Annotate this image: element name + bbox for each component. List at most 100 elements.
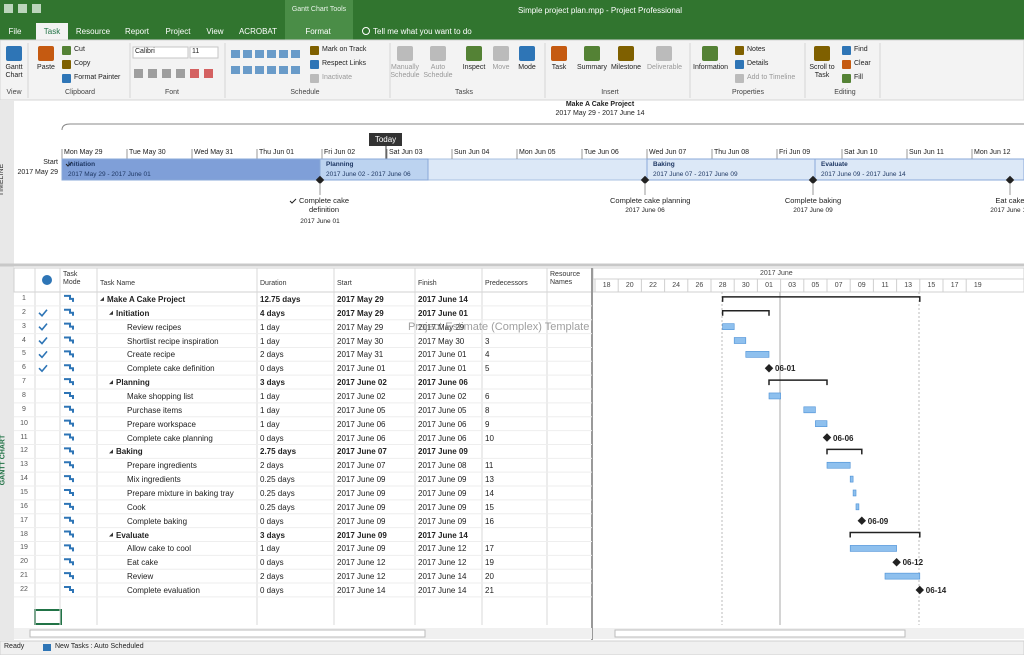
ribbon-button[interactable]: Scroll to Task (809, 64, 835, 80)
outline-toggle (109, 449, 113, 454)
ribbon-tab[interactable]: Task (43, 27, 61, 36)
ribbon-tab[interactable]: Resource (75, 27, 111, 36)
font-dropdown[interactable]: Calibri (135, 48, 155, 55)
column-header[interactable]: Task Mode (63, 271, 81, 287)
task-name[interactable]: Purchase items (127, 405, 183, 415)
task-name[interactable]: Cook (127, 502, 146, 512)
task-name[interactable]: Prepare mixture in baking tray (127, 489, 234, 499)
column-header[interactable]: Finish (418, 280, 437, 287)
task-name[interactable]: Evaluate (116, 530, 149, 540)
column-header[interactable]: Task Name (100, 280, 136, 287)
ribbon-button[interactable]: Auto Schedule (423, 64, 453, 80)
milestone (857, 516, 867, 525)
status-bar (0, 640, 1024, 655)
ribbon-button[interactable]: Respect Links (322, 60, 366, 67)
ribbon-tab[interactable]: Report (124, 27, 149, 36)
task-finish: 2017 June 06 (418, 419, 467, 429)
outline-toggle (109, 380, 113, 385)
task-name[interactable]: Shortlist recipe inspiration (127, 336, 219, 346)
task-name[interactable]: Complete cake planning (127, 433, 213, 443)
schedule-icon (291, 66, 300, 74)
task-name[interactable]: Review recipes (127, 322, 182, 332)
ribbon-tab[interactable]: Project (165, 27, 191, 36)
task-name[interactable]: Planning (116, 378, 150, 388)
schedule-icon (255, 66, 264, 74)
task-name[interactable]: Complete cake definition (127, 364, 215, 374)
gantt-chart-label: GANTT CHART (0, 434, 7, 486)
ribbon-button[interactable]: Mode (518, 64, 536, 71)
column-header[interactable]: Predecessors (485, 280, 528, 287)
ribbon-button[interactable]: Cut (74, 46, 85, 53)
row-id: 19 (20, 544, 28, 552)
task-name[interactable]: Complete evaluation (127, 586, 200, 596)
task-bar (884, 572, 921, 580)
task-start: 2017 June 02 (337, 378, 387, 388)
milestone-label: 06-09 (867, 516, 889, 526)
column-header[interactable]: Resource Names (550, 271, 580, 287)
ribbon-button[interactable]: Gantt Chart (5, 64, 23, 80)
task-duration: 0.25 days (260, 475, 295, 485)
ribbon-button[interactable]: Manually Schedule (390, 64, 420, 80)
ribbon-button[interactable]: Information (693, 64, 729, 71)
task-predecessors: 9 (485, 419, 490, 429)
ribbon-button[interactable]: Move (492, 64, 510, 71)
ribbon-tab[interactable]: View (206, 27, 224, 36)
task-name[interactable]: Review (127, 572, 154, 582)
tell-me-box[interactable]: Tell me what you want to do (373, 27, 472, 36)
row-id: 15 (20, 489, 28, 497)
ribbon-button[interactable]: Copy (74, 60, 91, 67)
status-mode[interactable]: New Tasks : Auto Scheduled (55, 643, 144, 650)
task-name[interactable]: Baking (116, 447, 143, 457)
column-header[interactable]: Duration (260, 280, 287, 287)
task-name[interactable]: Prepare ingredients (127, 461, 197, 471)
task-predecessors: 17 (485, 544, 494, 554)
ribbon-button[interactable]: Format Painter (74, 74, 121, 81)
ribbon-button[interactable]: Notes (747, 46, 766, 53)
task-start: 2017 June 09 (337, 530, 387, 540)
ribbon-button[interactable]: Fill (854, 74, 863, 81)
task-name[interactable]: Make A Cake Project (107, 295, 186, 304)
task-name[interactable]: Complete baking (127, 516, 188, 526)
ribbon-button[interactable]: Mark on Track (322, 46, 367, 53)
ribbon-button[interactable]: Inspect (462, 64, 486, 71)
selected-cell[interactable] (34, 609, 62, 625)
task-mode-icon (64, 488, 74, 496)
task-name[interactable]: Create recipe (127, 350, 176, 360)
task-mode-icon (64, 461, 74, 469)
summary-bar (849, 531, 921, 538)
ribbon-button[interactable]: Task (551, 64, 567, 71)
scroll-thumb[interactable] (29, 629, 426, 638)
context-tab-band (285, 0, 353, 40)
font-dropdown[interactable]: 11 (192, 48, 200, 55)
ribbon-button[interactable]: Details (747, 60, 769, 67)
task-mode-icon (64, 364, 74, 372)
timeline-title: Make A Cake Project (565, 101, 635, 108)
ribbon-button[interactable]: Paste (37, 64, 55, 71)
ribbon-tab[interactable]: ACROBAT (238, 27, 278, 36)
ribbon-button[interactable]: Milestone (611, 64, 641, 71)
ribbon-button[interactable]: Summary (577, 64, 607, 71)
column-header[interactable]: Start (337, 280, 352, 287)
title-bar (0, 0, 1024, 40)
task-name[interactable]: Make shopping list (127, 392, 194, 402)
ribbon-button[interactable]: Find (854, 46, 868, 53)
ribbon-tab[interactable]: Format (305, 27, 331, 36)
ribbon-tab[interactable]: File (8, 27, 22, 36)
task-start: 2017 May 29 (337, 295, 384, 304)
task-duration: 1 day (260, 336, 280, 346)
ribbon-button[interactable]: Clear (854, 60, 871, 67)
timeline-milestone-name: Complete cake planning (610, 196, 691, 205)
button-icon (38, 46, 54, 61)
ribbon-button[interactable]: Deliverable (647, 64, 683, 71)
button-icon (62, 60, 71, 69)
task-name[interactable]: Prepare workspace (127, 419, 196, 429)
task-name[interactable]: Allow cake to cool (127, 544, 192, 554)
ribbon-button[interactable]: Add to Timeline (747, 74, 796, 81)
scroll-thumb[interactable] (614, 629, 906, 638)
task-name[interactable]: Initiation (116, 308, 150, 318)
task-name[interactable]: Eat cake (127, 558, 159, 568)
ribbon-button[interactable]: Inactivate (322, 74, 352, 81)
group-label: Schedule (290, 89, 320, 96)
task-name[interactable]: Mix ingredients (127, 475, 181, 485)
timeline-date: Mon Jun 05 (519, 149, 556, 156)
